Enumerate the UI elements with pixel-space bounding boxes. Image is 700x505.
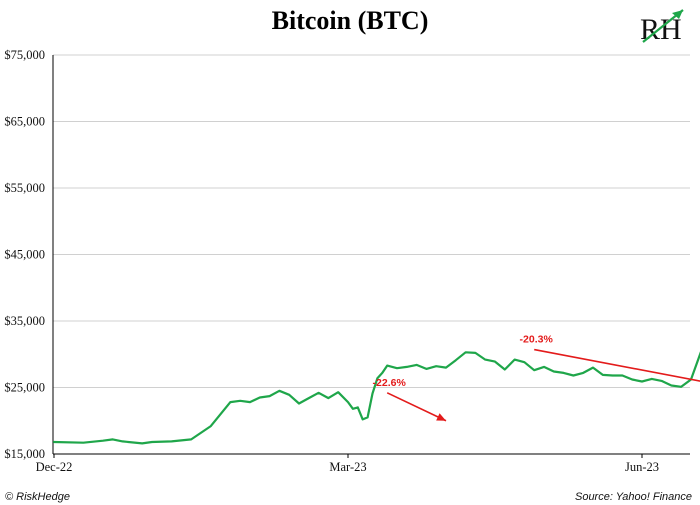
chart-title: Bitcoin (BTC) (272, 6, 429, 35)
x-tick-label: Dec-22 (36, 460, 73, 474)
logo-arrow-head (672, 10, 683, 19)
x-tick-label: Mar-23 (329, 460, 366, 474)
drawdown-arrow-line (534, 348, 700, 382)
y-tick-label: $65,000 (4, 115, 45, 129)
drawdown-label: -20.3% (520, 334, 554, 346)
y-tick-label: $35,000 (4, 314, 45, 328)
drawdown-annotation: -22.6% (373, 377, 447, 422)
drawdown-arrow-line (386, 392, 447, 422)
y-tick-label: $15,000 (4, 447, 45, 461)
drawdown-annotation: -20.3% (520, 334, 700, 382)
riskhedge-logo: RH (640, 9, 684, 46)
x-tick-label: Jun-23 (625, 460, 659, 474)
gridlines (53, 54, 690, 388)
source-text: Source: Yahoo! Finance (575, 491, 692, 503)
y-tick-label: $55,000 (4, 181, 45, 195)
btc-price-line (52, 351, 700, 445)
logo-letters: RH (640, 13, 682, 46)
drawdown-annotations: -22.6%-20.3%-21.9%-21.6%-27.0% (373, 334, 700, 422)
y-tick-label: $25,000 (4, 381, 45, 395)
y-tick-label: $45,000 (4, 248, 45, 262)
copyright-text: © RiskHedge (5, 491, 70, 503)
y-tick-label: $75,000 (4, 48, 45, 62)
drawdown-arrow-head (436, 413, 446, 421)
y-axis-ticks: $15,000 $25,000 $35,000 $45,000 $55,000 $65,0… (4, 48, 45, 461)
drawdown-label: -22.6% (373, 377, 407, 389)
x-axis: Dec-22Mar-23Jun-23Sep-23Dec-23Mar-24Jun-… (36, 55, 690, 474)
